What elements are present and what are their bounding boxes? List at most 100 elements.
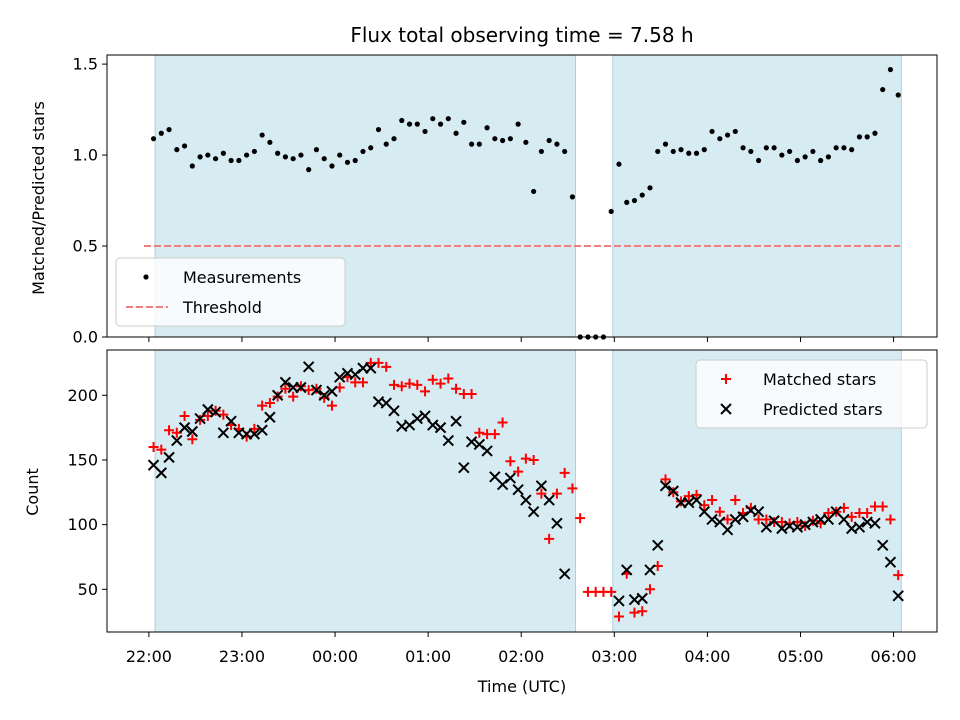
x-tick-label: 23:00 — [219, 647, 265, 666]
measurement-point — [507, 136, 513, 142]
y-tick-label: 1.0 — [73, 146, 98, 165]
x-tick-label: 03:00 — [591, 647, 637, 666]
predicted-stars-point — [209, 406, 222, 418]
series-matched-stars — [148, 357, 904, 622]
measurement-point — [383, 141, 389, 147]
matched-stars-point — [528, 454, 539, 465]
matched-stars-point — [613, 611, 624, 622]
measurement-point — [174, 147, 180, 153]
measurement-point — [631, 197, 638, 204]
measurement-point — [267, 139, 273, 145]
predicted-stars-point — [876, 539, 889, 552]
measurement-point — [212, 156, 219, 162]
measurement-point — [569, 194, 576, 200]
matched-stars-point — [451, 383, 462, 394]
legend-marker-plus — [721, 374, 731, 384]
measurement-point — [422, 128, 428, 135]
measurement-point — [724, 132, 731, 138]
legend-label: Predicted stars — [763, 400, 883, 419]
measurement-point — [546, 137, 552, 144]
series-predicted-stars — [147, 361, 904, 607]
measurement-point — [414, 121, 420, 127]
measurement-point — [562, 148, 568, 155]
measurement-point — [236, 157, 242, 164]
predicted-stars-point — [217, 427, 230, 439]
predicted-stars-point — [807, 516, 819, 528]
measurement-point — [895, 92, 901, 98]
matched-stars-point — [474, 427, 485, 438]
predicted-stars-point — [690, 494, 703, 506]
matched-stars-point — [644, 584, 655, 595]
measurement-point — [887, 66, 894, 73]
matched-stars-point — [559, 467, 570, 478]
legend-label: Threshold — [182, 298, 262, 317]
measurement-point — [445, 116, 451, 122]
matched-stars-point — [427, 374, 438, 385]
measurement-point — [329, 163, 335, 169]
predicted-stars-point — [667, 485, 679, 497]
matched-stars-point — [520, 453, 531, 464]
matched-stars-point — [575, 513, 586, 524]
predicted-stars-point — [683, 496, 695, 509]
matched-stars-point — [730, 495, 741, 506]
y-tick-label: 200 — [67, 386, 98, 405]
measurement-point — [368, 145, 374, 151]
chart-title: Flux total observing time = 7.58 h — [350, 23, 693, 47]
x-tick-label: 22:00 — [126, 647, 172, 666]
matched-stars-point — [489, 429, 500, 440]
matched-stars-point — [381, 361, 392, 372]
matched-stars-point — [443, 373, 454, 384]
predicted-stars-point — [481, 445, 493, 457]
predicted-stars-point — [621, 564, 633, 576]
measurement-point — [189, 163, 195, 169]
measurement-point — [492, 136, 498, 142]
predicted-stars-point — [271, 389, 284, 401]
measurement-point — [841, 145, 847, 151]
matched-stars-point — [846, 511, 857, 522]
predicted-stars-point — [551, 517, 563, 530]
matched-stars-point — [722, 514, 733, 525]
measurement-point — [461, 119, 467, 125]
predicted-stars-point — [248, 428, 261, 440]
predicted-stars-point — [504, 472, 517, 484]
predicted-stars-point — [527, 505, 540, 518]
predicted-stars-point — [419, 410, 431, 422]
predicted-stars-point — [838, 513, 850, 526]
measurement-point — [321, 156, 327, 162]
matched-stars-point — [877, 501, 888, 512]
measurement-point — [360, 148, 366, 155]
y-tick-label: 50 — [78, 580, 98, 599]
predicted-stars-point — [279, 376, 292, 389]
measurement-point — [484, 125, 490, 131]
measurement-point — [771, 145, 777, 151]
measurement-point — [763, 145, 769, 151]
matched-stars-point — [164, 425, 175, 436]
matched-stars-point — [505, 456, 516, 467]
predicted-stars-point — [225, 415, 237, 427]
measurement-point — [275, 150, 281, 156]
observing-period-band — [155, 350, 576, 632]
legend: Measurements Threshold — [115, 257, 346, 327]
matched-stars-point — [551, 488, 562, 499]
measurement-point — [306, 167, 312, 173]
legend-marker-x — [720, 403, 732, 415]
measurement-point — [313, 147, 320, 153]
predicted-stars-point — [163, 451, 175, 464]
measurement-point — [670, 148, 676, 155]
matched-stars-point — [257, 400, 268, 411]
x-tick-label: 06:00 — [871, 647, 917, 666]
matched-stars-point — [156, 444, 167, 455]
measurement-point — [344, 159, 351, 165]
predicted-stars-point — [535, 480, 548, 492]
measurement-point — [251, 148, 257, 155]
predicted-stars-point — [636, 592, 648, 605]
matched-stars-point — [435, 378, 446, 389]
measurement-point — [391, 136, 397, 142]
matched-stars-point — [893, 570, 904, 581]
legend: Matched stars Predicted stars — [695, 359, 928, 429]
measurement-point — [228, 157, 234, 164]
measurement-point — [476, 141, 482, 147]
predicted-stars-point — [644, 564, 656, 576]
measurement-point — [849, 147, 855, 153]
predicted-stars-point — [318, 389, 330, 401]
